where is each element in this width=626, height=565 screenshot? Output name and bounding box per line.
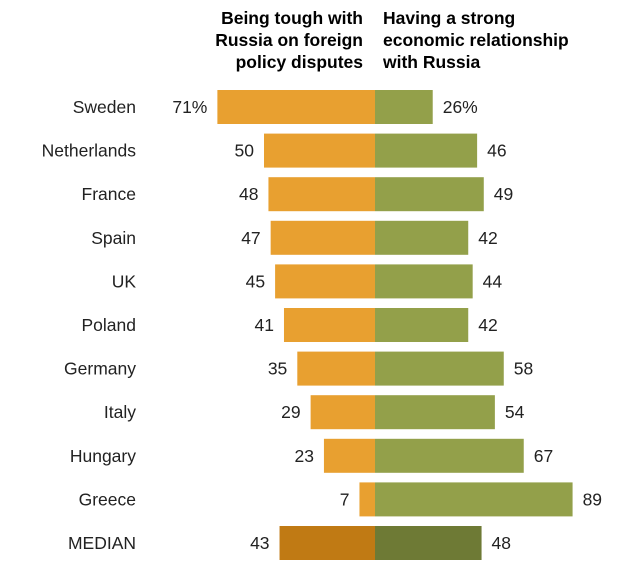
- left-bar: [323, 438, 375, 473]
- right-bar: [375, 220, 469, 255]
- chart-row: Spain 47 42: [91, 220, 498, 255]
- left-value-label: 48: [239, 184, 258, 204]
- right-bar: [375, 264, 473, 299]
- left-bar: [268, 177, 375, 212]
- category-label: Poland: [82, 315, 137, 335]
- left-bar: [264, 133, 375, 168]
- left-value-label: 43: [250, 533, 269, 553]
- category-label: Hungary: [70, 446, 136, 466]
- left-value-label: 35: [268, 359, 287, 379]
- left-value-label: 47: [241, 228, 260, 248]
- category-label: Greece: [79, 489, 136, 509]
- right-bar: [375, 133, 478, 168]
- left-value-label: 71%: [172, 97, 207, 117]
- chart-row: France 48 49: [82, 177, 513, 212]
- right-value-label: 67: [534, 446, 553, 466]
- right-value-label: 54: [505, 402, 525, 422]
- left-bar: [359, 482, 375, 517]
- chart-row: Greece 7 89: [79, 482, 602, 517]
- right-bar: [375, 90, 433, 124]
- chart-row: Germany 35 58: [64, 351, 533, 386]
- right-header-line: Having a strong: [383, 8, 515, 28]
- right-value-label: 48: [492, 533, 511, 553]
- category-label: Netherlands: [42, 141, 137, 161]
- chart-row: Sweden 71% 26%: [73, 90, 478, 124]
- right-value-label: 49: [494, 184, 513, 204]
- category-label: Spain: [91, 228, 136, 248]
- left-value-label: 50: [235, 141, 255, 161]
- left-value-label: 29: [281, 402, 300, 422]
- chart-row: Netherlands 50 46: [42, 133, 507, 168]
- right-bar: [375, 395, 495, 430]
- right-value-label: 58: [514, 359, 533, 379]
- right-value-label: 42: [478, 228, 497, 248]
- category-label: UK: [112, 271, 137, 291]
- right-header-line: with Russia: [382, 52, 481, 72]
- left-bar: [297, 351, 375, 386]
- category-label: MEDIAN: [68, 533, 136, 553]
- right-value-label: 44: [483, 271, 503, 291]
- left-bar: [275, 264, 375, 299]
- chart-row: Italy 29 54: [104, 395, 525, 430]
- right-bar: [375, 351, 504, 386]
- chart-row: Hungary 23 67: [70, 438, 553, 473]
- left-bar: [310, 395, 375, 430]
- left-value-label: 23: [294, 446, 313, 466]
- right-value-label: 46: [487, 141, 506, 161]
- left-header-line: Russia on foreign: [215, 30, 363, 50]
- right-bar: [375, 177, 484, 212]
- category-label: Sweden: [73, 97, 136, 117]
- left-bar: [279, 526, 375, 560]
- right-bar: [375, 438, 524, 473]
- left-value-label: 41: [255, 315, 274, 335]
- left-bar: [283, 308, 375, 342]
- chart-row: UK 45 44: [112, 264, 503, 299]
- left-value-label: 45: [246, 271, 265, 291]
- chart-rows: Sweden 71% 26% Netherlands 50 46 France 48 49 Spa…: [42, 90, 602, 560]
- category-label: France: [82, 184, 136, 204]
- right-bar: [375, 526, 482, 560]
- right-bar: [375, 308, 469, 342]
- right-value-label: 42: [478, 315, 497, 335]
- right-bar: [375, 482, 573, 517]
- category-label: Italy: [104, 402, 136, 422]
- left-header-line: policy disputes: [236, 52, 364, 72]
- right-value-label: 89: [583, 489, 602, 509]
- left-bar: [217, 90, 375, 124]
- left-bar: [270, 220, 375, 255]
- left-header-line: Being tough with: [221, 8, 363, 28]
- left-value-label: 7: [340, 489, 350, 509]
- chart-row: MEDIAN 43 48: [68, 526, 511, 560]
- right-header-line: economic relationship: [383, 30, 569, 50]
- chart-row: Poland 41 42: [82, 308, 498, 342]
- right-value-label: 26%: [443, 97, 478, 117]
- category-label: Germany: [64, 359, 136, 379]
